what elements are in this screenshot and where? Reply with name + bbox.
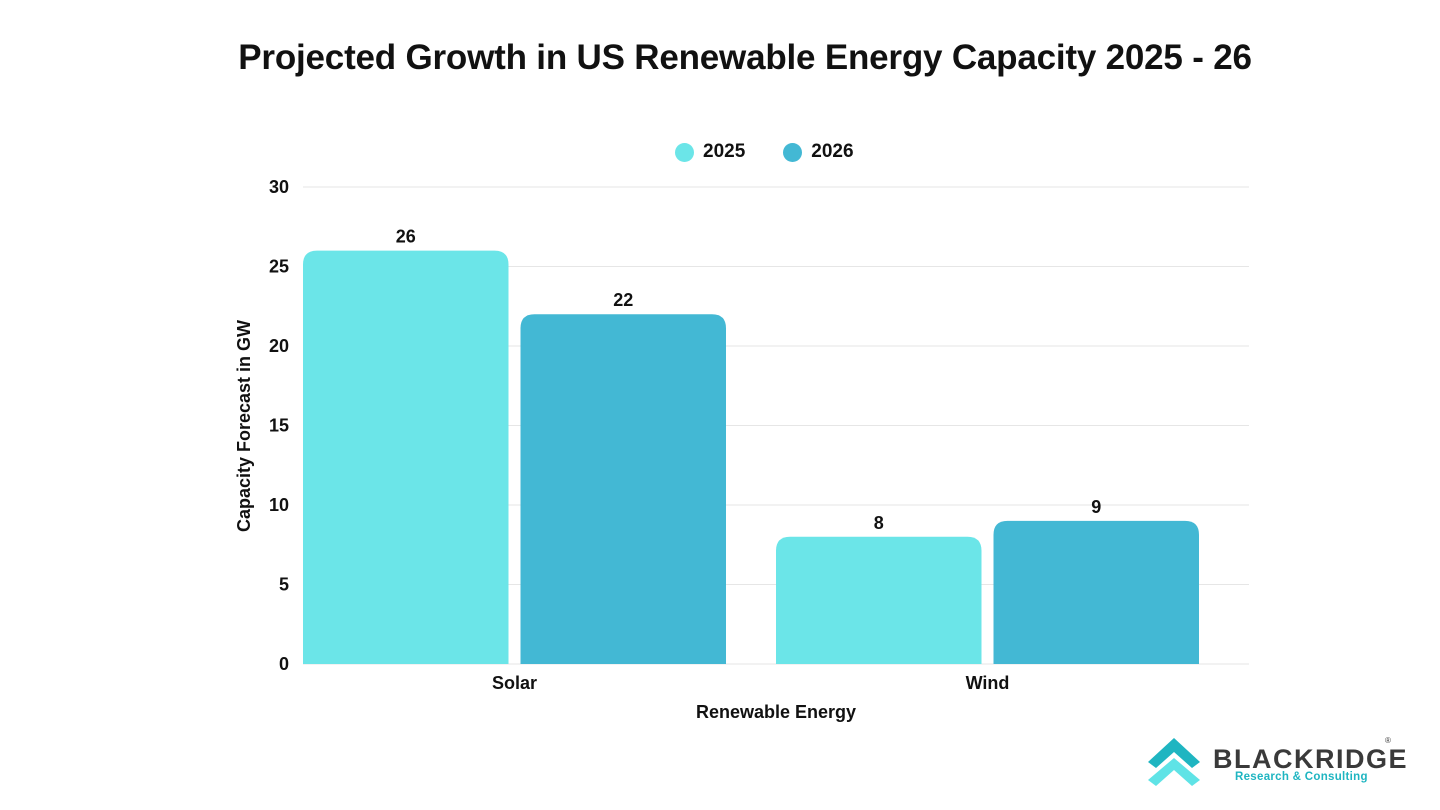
chart-legend: 2025 2026	[675, 141, 892, 163]
y-axis-label: Capacity Forecast in GW	[234, 320, 254, 532]
y-tick-label: 30	[269, 177, 289, 197]
x-axis-label: Renewable Energy	[696, 702, 856, 722]
logo-name: BLACKRIDGE	[1213, 744, 1408, 774]
logo-registered-mark: ®	[1385, 736, 1391, 745]
y-tick-label: 20	[269, 336, 289, 356]
x-tick-label: Solar	[492, 673, 537, 693]
data-labels: 26 22 8 9	[396, 227, 1102, 533]
data-label: 26	[396, 227, 416, 247]
bar-wind-2026	[993, 520, 1199, 664]
x-tick-label: Wind	[966, 673, 1010, 693]
y-tick-label: 10	[269, 495, 289, 515]
data-label: 8	[874, 513, 884, 533]
legend-swatch-2026	[783, 142, 803, 162]
legend-item-2026: 2026	[783, 141, 854, 163]
bar-solar-2026	[520, 314, 726, 664]
legend-label-2026: 2026	[811, 141, 854, 162]
brand-logo: BLACKRIDGE ® Research & Consulting	[1146, 736, 1407, 788]
chart-title: Projected Growth in US Renewable Energy …	[238, 38, 1252, 77]
legend-swatch-2025	[675, 142, 694, 162]
legend-item-2025: 2025	[675, 141, 745, 163]
logo-chevrons-icon	[1148, 738, 1200, 786]
bars	[303, 250, 1199, 664]
y-tick-label: 0	[279, 654, 289, 674]
y-tick-label: 15	[269, 416, 289, 436]
data-label: 9	[1091, 497, 1101, 517]
bar-wind-2025	[776, 536, 982, 664]
y-axis-ticks: 0 5 10 15 20 25 30	[269, 177, 289, 674]
bar-solar-2025	[303, 250, 509, 664]
legend-label-2025: 2025	[703, 141, 746, 162]
y-tick-label: 25	[269, 257, 289, 277]
logo-subtitle: Research & Consulting	[1235, 771, 1368, 783]
data-label: 22	[613, 290, 633, 310]
y-tick-label: 5	[279, 575, 289, 595]
x-axis-ticks: Solar Wind	[492, 673, 1009, 693]
